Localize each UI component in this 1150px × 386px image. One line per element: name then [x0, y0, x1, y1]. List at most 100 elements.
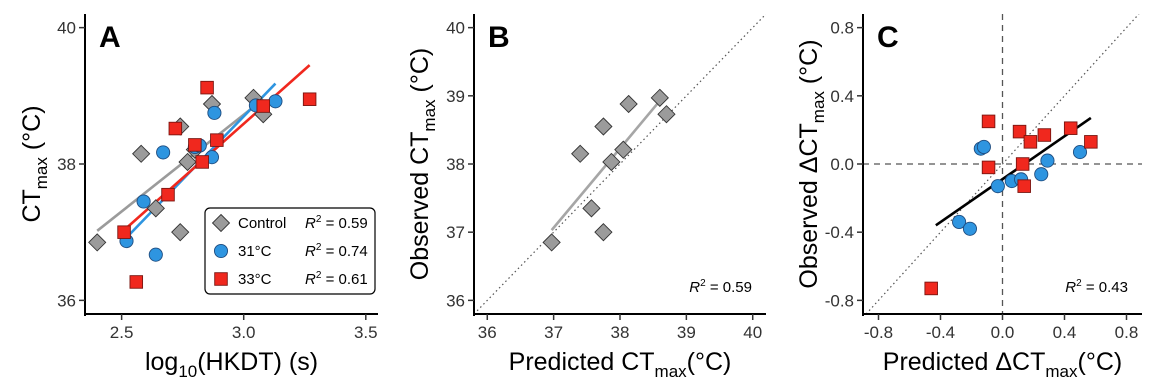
y-axis-title: CTmax (°C)	[18, 105, 51, 222]
data-point	[156, 145, 171, 160]
y-tick-label: 0.4	[830, 87, 854, 106]
r2-superscript: 2	[700, 278, 706, 289]
legend-label: 33°C	[238, 271, 272, 288]
y-tick-label: 40	[57, 19, 76, 38]
r2-symbol: R	[689, 279, 700, 296]
data-point	[571, 144, 590, 163]
x-tick-label: 0.4	[1053, 323, 1077, 342]
y-tick-label: 36	[446, 291, 465, 310]
y-tick-label: 38	[446, 155, 465, 174]
y-tick-label: 37	[446, 223, 465, 242]
x-axis-title: log10(HKDT) (s)	[145, 348, 318, 381]
data-point	[542, 233, 561, 252]
data-point	[924, 281, 938, 296]
legend-marker	[211, 213, 231, 233]
x-tick-label: 0.8	[1115, 323, 1139, 342]
data-point	[602, 152, 621, 172]
x-tick-label: -0.8	[864, 323, 893, 342]
data-point	[990, 179, 1005, 194]
data-point	[614, 140, 633, 159]
x-axis-title-sub: max	[1045, 362, 1078, 381]
r2-superscript: 2	[1076, 278, 1082, 289]
data-point	[650, 88, 669, 108]
legend-label: 31°C	[238, 243, 272, 260]
legend-r2: R2 = 0.59	[305, 214, 368, 232]
r2-superscript: 2	[316, 270, 322, 281]
data-point	[1063, 121, 1078, 135]
x-axis-title-rest: (°C)	[687, 348, 732, 376]
y-tick-label: 40	[446, 19, 465, 38]
y-axis-title: Observed CTmax (°C)	[406, 48, 439, 280]
legend-r2: R2 = 0.61	[305, 270, 368, 288]
panel-C: -0.8 -0.4 0.0 0.4 0.8 -0.8 -0.4 0.0 0.4 0.8 C Predi…	[795, 14, 1142, 381]
y-axis-title-rest: (°C)	[406, 48, 434, 100]
y-tick-label: 36	[57, 291, 76, 310]
data-point	[161, 187, 175, 202]
data-point	[952, 214, 967, 230]
x-tick-label: 39	[677, 323, 696, 342]
data-point	[129, 275, 144, 289]
data-point	[594, 117, 613, 136]
data-point	[981, 114, 996, 129]
panel-label: A	[99, 21, 121, 54]
y-axis-title-sub: max	[32, 157, 51, 190]
legend-r2: R2 = 0.74	[305, 242, 368, 260]
x-axis-title: Predicted CTmax(°C)	[509, 348, 732, 381]
x-tick-label: 40	[743, 323, 762, 342]
x-tick-label: 2.5	[110, 323, 134, 342]
y-tick-label: -0.8	[825, 291, 854, 310]
x-tick-label: 38	[611, 323, 630, 342]
r2-superscript: 2	[316, 214, 322, 225]
data-point	[981, 160, 996, 175]
x-tick-label: 3.5	[354, 323, 378, 342]
data-point	[1072, 145, 1088, 160]
y-tick-label: 39	[446, 87, 465, 106]
data-point	[207, 105, 222, 120]
y-axis-title-rest: (°C)	[795, 39, 823, 91]
data-point	[200, 80, 214, 95]
x-tick-label: -0.4	[926, 323, 955, 342]
x-axis-title: Predicted ΔCTmax(°C)	[883, 348, 1122, 381]
data-point	[1017, 179, 1031, 193]
one-to-one-line	[474, 14, 766, 314]
y-axis-title-rest: (°C)	[18, 105, 46, 157]
data-point	[1034, 167, 1049, 182]
data-point	[195, 155, 209, 169]
y-axis-title-main: Observed CT	[406, 132, 434, 281]
x-axis-title-rest: (°C)	[1078, 348, 1123, 376]
data-point	[148, 247, 163, 262]
x-tick-label: 36	[478, 323, 497, 342]
panel-label: C	[877, 21, 899, 54]
data-point	[178, 152, 197, 172]
r2-value: = 0.59	[321, 215, 367, 232]
data-point	[1023, 135, 1038, 149]
data-point	[188, 138, 202, 152]
r2-symbol: R	[305, 215, 316, 232]
data-point	[136, 194, 151, 209]
y-tick-label: 0.0	[830, 155, 854, 174]
r2-value: = 0.74	[321, 243, 367, 260]
data-point	[132, 144, 151, 163]
data-point	[1037, 128, 1052, 142]
r2-superscript: 2	[316, 242, 322, 253]
plot-area	[863, 14, 1142, 314]
r2-symbol: R	[305, 243, 316, 260]
data-point	[168, 121, 183, 136]
data-point	[117, 225, 131, 239]
data-point	[171, 223, 190, 242]
r2-value: = 0.43	[1082, 279, 1128, 296]
data-point	[619, 94, 638, 114]
legend-box	[204, 207, 376, 295]
x-axis-title-rest: (HKDT) (s)	[197, 348, 318, 376]
r2-symbol: R	[305, 271, 316, 288]
data-point	[302, 92, 317, 106]
r2-value: = 0.59	[706, 279, 752, 296]
r2-value: = 0.61	[321, 271, 367, 288]
r2-annotation: R2 = 0.43	[1065, 278, 1128, 296]
one-to-one-line	[865, 14, 1140, 314]
x-axis-title-sub: 10	[178, 362, 197, 381]
x-tick-label: 0.0	[991, 323, 1015, 342]
x-axis-title-main: Predicted ΔCT	[883, 348, 1046, 376]
y-tick-label: -0.4	[825, 223, 854, 242]
